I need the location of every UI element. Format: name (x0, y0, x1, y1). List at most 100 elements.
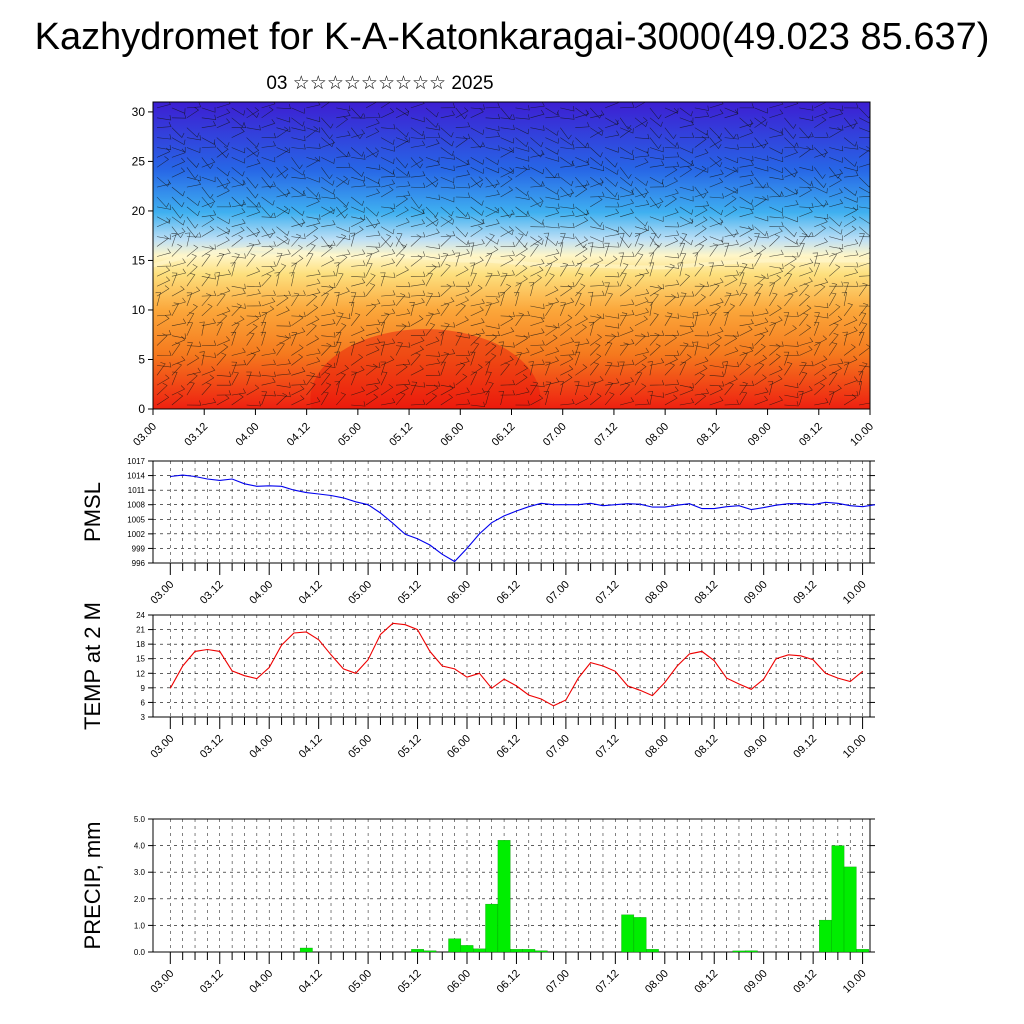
y-tick-label: 5 (138, 352, 145, 366)
wind-barb (455, 213, 470, 220)
wind-barb (380, 361, 386, 376)
wind-barb (515, 211, 530, 218)
wind-barb (500, 114, 515, 120)
wind-barb (454, 252, 461, 267)
wind-barb (171, 336, 186, 346)
wind-barb (530, 381, 539, 396)
wind-barb (545, 137, 559, 144)
wind-barb (261, 141, 276, 148)
x-tick-label: 06.12 (495, 579, 523, 607)
wind-barb (201, 210, 217, 218)
wind-barb (709, 236, 724, 242)
wind-barb (365, 147, 380, 158)
wind-barb (560, 302, 566, 317)
wind-barb (859, 365, 870, 368)
wind-barb (560, 297, 575, 307)
wind-barb (709, 109, 724, 119)
wind-barb (769, 305, 782, 317)
wind-barb (380, 234, 392, 247)
wind-barb (500, 327, 515, 336)
wind-barb (365, 393, 379, 406)
wind-barb (156, 362, 172, 368)
wind-barb (649, 226, 662, 239)
wind-barb (216, 202, 232, 208)
wind-barb (246, 323, 258, 336)
wind-barb (739, 311, 754, 317)
wind-barb (528, 361, 534, 376)
wind-barb (843, 137, 858, 147)
wind-barb (201, 215, 215, 227)
wind-barb (216, 306, 231, 317)
precip-bar (732, 950, 746, 953)
wind-barb (410, 196, 423, 209)
wind-barb (410, 345, 424, 356)
wind-barb (664, 350, 680, 356)
wind-barb (694, 331, 710, 337)
wind-barb (814, 313, 829, 319)
wind-barb (799, 233, 808, 247)
wind-barb (186, 102, 202, 109)
wind-barb (784, 264, 796, 277)
wind-barb (604, 117, 619, 126)
y-axis-title: PRECIP, mm (80, 822, 105, 950)
wind-barb (739, 196, 753, 205)
wind-barb (664, 208, 679, 218)
wind-barb (515, 282, 522, 297)
wind-barb (365, 176, 380, 185)
wind-barb (410, 140, 426, 148)
wind-barb (754, 226, 768, 237)
wind-barb (171, 157, 186, 168)
wind-barb (664, 362, 675, 376)
wind-barb (590, 165, 605, 172)
wind-barb (724, 292, 732, 307)
wind-barb (560, 374, 573, 386)
wind-barb (724, 157, 739, 164)
wind-barb (828, 322, 839, 336)
wind-barb (261, 228, 276, 237)
wind-barb (724, 276, 738, 287)
wind-barb (739, 236, 753, 247)
wind-barb (500, 270, 515, 277)
wind-barb (799, 267, 813, 277)
wind-barb (485, 323, 500, 329)
wind-barb (739, 208, 754, 218)
wind-barb (858, 107, 870, 119)
wind-barb (440, 137, 454, 147)
wind-barb (530, 394, 544, 406)
wind-barb (291, 173, 306, 180)
wind-barb (216, 226, 230, 235)
wind-barb (336, 364, 349, 376)
wind-barb (291, 367, 306, 376)
wind-barb (708, 262, 714, 277)
wind-barb (276, 306, 290, 317)
wind-barb (560, 284, 573, 297)
x-tick-label: 09.12 (791, 968, 819, 996)
wind-barb (560, 222, 575, 229)
wind-barb (620, 251, 635, 257)
wind-barb (664, 386, 679, 396)
wind-barb (395, 379, 411, 386)
wind-barb (216, 216, 231, 225)
wind-barb (425, 216, 439, 227)
wind-barb (440, 322, 450, 336)
wind-barb (664, 166, 678, 178)
wind-barb (276, 126, 291, 132)
wind-barb (500, 175, 513, 188)
wind-barb (829, 198, 844, 208)
wind-barb (171, 318, 187, 327)
wind-barb (231, 226, 245, 237)
wind-barb (724, 127, 737, 139)
wind-barb (410, 254, 423, 267)
y-tick-label: 1011 (128, 486, 146, 495)
wind-barb (859, 137, 870, 138)
wind-barb (410, 206, 425, 215)
wind-barb (306, 323, 317, 336)
wind-barb (799, 186, 812, 198)
wind-barb (679, 233, 688, 247)
wind-barb (814, 249, 829, 257)
wind-barb (276, 263, 287, 277)
wind-barb (530, 303, 545, 310)
wind-barb (739, 292, 748, 307)
wind-barb (485, 302, 492, 317)
wind-barb (515, 146, 530, 152)
